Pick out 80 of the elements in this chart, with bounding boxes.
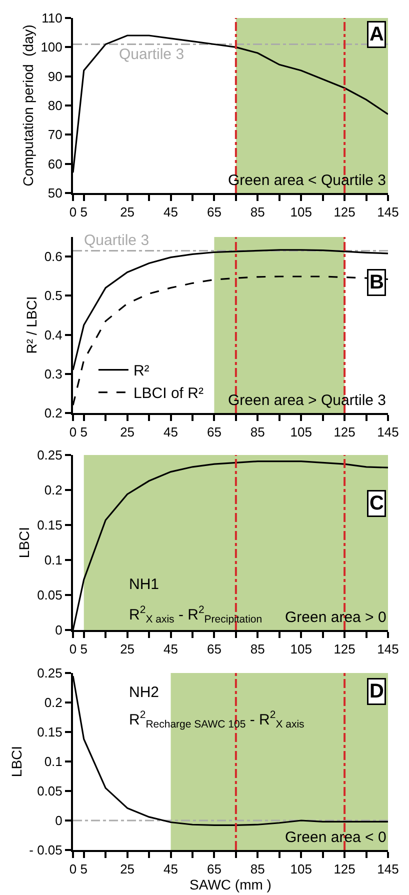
- x-tick-label: 65: [206, 642, 222, 657]
- y-tick-label: 0.6: [44, 249, 62, 264]
- x-tick-label: 0: [69, 424, 77, 440]
- x-tick-label: 25: [120, 642, 135, 657]
- y-tick-label: 0.05: [37, 588, 62, 603]
- chart-title: A: [370, 24, 384, 46]
- ref-line-label: Quartile 3: [119, 46, 184, 63]
- chart-title: D: [370, 680, 384, 702]
- x-tick-label: 45: [164, 204, 178, 220]
- ref-line-label: Quartile 3: [84, 232, 150, 249]
- x-tick-label: 145: [377, 204, 399, 220]
- legend-label: LBCI of R²: [133, 385, 204, 402]
- x-tick-label: 45: [164, 862, 178, 877]
- y-tick-label: 0.15: [37, 724, 62, 740]
- x-tick-label: 0: [69, 642, 77, 657]
- x-tick-label: 5: [80, 862, 88, 877]
- y-tick-label: 0.1: [44, 552, 62, 568]
- y-tick-label: 0: [55, 813, 62, 828]
- x-tick-label: 105: [290, 424, 312, 440]
- x-tick-label: 85: [250, 862, 265, 877]
- x-tick-label: 45: [164, 424, 178, 440]
- annotation: Green area > Quartile 3: [228, 392, 386, 409]
- x-tick-label: 5: [80, 642, 88, 657]
- y-tick-label: 60: [48, 156, 62, 172]
- y-tick-label: 0.5: [44, 288, 62, 304]
- x-tick-label: 85: [250, 642, 265, 657]
- y-tick-label: 0.25: [37, 666, 62, 681]
- y-tick-label: 70: [48, 127, 62, 142]
- y-tick-label: 0.3: [44, 366, 62, 382]
- x-tick-label: 105: [290, 642, 312, 657]
- annotation: NH2: [129, 684, 160, 701]
- annotation: NH1: [129, 576, 160, 593]
- x-tick-label: 25: [120, 862, 135, 877]
- x-tick-label: 5: [80, 204, 88, 220]
- y-axis-title: Computation period (day): [20, 24, 36, 186]
- text: B: [370, 272, 384, 294]
- y-tick-label: 100: [40, 40, 62, 55]
- y-tick-label: 0.4: [44, 327, 62, 342]
- x-tick-label: 145: [377, 862, 399, 877]
- x-tick-label: 125: [334, 424, 356, 440]
- x-tick-label: 65: [206, 424, 222, 440]
- x-tick-label: 125: [334, 204, 356, 220]
- x-tick-label: 145: [377, 424, 399, 440]
- y-tick-label: 0.05: [37, 784, 62, 799]
- x-tick-label: 85: [250, 204, 265, 220]
- y-tick-label: 80: [48, 98, 62, 114]
- x-tick-label: 105: [290, 204, 312, 220]
- x-tick-label: 125: [334, 862, 356, 877]
- y-tick-label: 0: [55, 622, 62, 638]
- x-tick-label: 65: [206, 862, 222, 877]
- x-tick-label: 45: [164, 642, 178, 657]
- x-tick-label: 5: [80, 424, 88, 440]
- x-tick-label: 0: [69, 862, 77, 877]
- y-tick-label: 90: [48, 68, 62, 84]
- y-tick-label: 50: [48, 186, 62, 201]
- x-tick-label: 25: [120, 424, 135, 440]
- x-tick-label: 85: [250, 424, 265, 440]
- y-tick-label: 0.15: [37, 518, 62, 533]
- y-tick-label: 0.1: [44, 754, 62, 770]
- x-tick-label: 65: [206, 204, 222, 220]
- annotation: Green area < Quartile 3: [228, 172, 386, 189]
- x-tick-label: 125: [334, 642, 356, 657]
- y-tick-label: - 0.05: [29, 842, 62, 858]
- y-tick-label: 0.25: [37, 448, 62, 463]
- legend-label: R²: [133, 362, 150, 380]
- annotation: Green area < 0: [285, 829, 386, 846]
- y-tick-label: 0.2: [44, 695, 62, 710]
- y-axis-title: LBCI: [8, 746, 24, 778]
- x-axis-title: SAWC (mm ): [190, 876, 272, 893]
- x-tick-label: 0: [69, 204, 77, 220]
- y-tick-label: 110: [42, 10, 62, 26]
- x-tick-label: 25: [120, 204, 135, 220]
- y-axis-title: LBCI: [16, 526, 32, 558]
- annotation: Green area > 0: [285, 609, 386, 626]
- y-tick-label: 0.2: [44, 482, 62, 498]
- y-tick-label: 0.2: [44, 406, 62, 421]
- text: C: [370, 492, 384, 514]
- x-tick-label: 105: [290, 862, 312, 877]
- x-tick-label: 145: [377, 642, 399, 657]
- y-axis-title: R² / LBCI: [23, 296, 40, 354]
